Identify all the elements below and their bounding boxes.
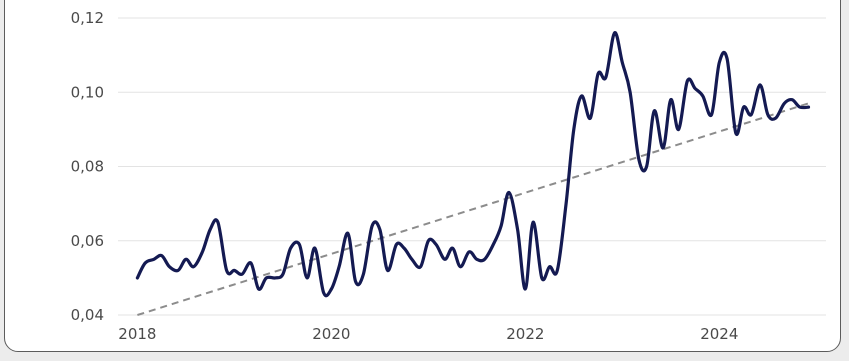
y-tick-label: 0,06 — [71, 232, 104, 250]
gridlines — [118, 17, 826, 316]
x-tick-label: 2020 — [312, 325, 350, 343]
y-tick-label: 0,08 — [71, 158, 104, 176]
series-layer — [135, 31, 811, 316]
chart-card — [4, 0, 841, 352]
x-tick-label: 2018 — [118, 325, 156, 343]
x-axis-tick-labels: 2018 2020 2022 2024 — [118, 325, 738, 343]
y-tick-label: 0,10 — [71, 83, 104, 101]
y-axis-tick-labels: 0,04 0,06 0,08 0,10 0,12 — [71, 9, 104, 324]
y-tick-label: 0,04 — [71, 306, 104, 324]
x-tick-label: 2022 — [506, 325, 544, 343]
trend-line — [137, 102, 809, 316]
series-line — [135, 31, 811, 298]
x-tick-label: 2024 — [700, 325, 738, 343]
y-tick-label: 0,12 — [71, 9, 104, 27]
